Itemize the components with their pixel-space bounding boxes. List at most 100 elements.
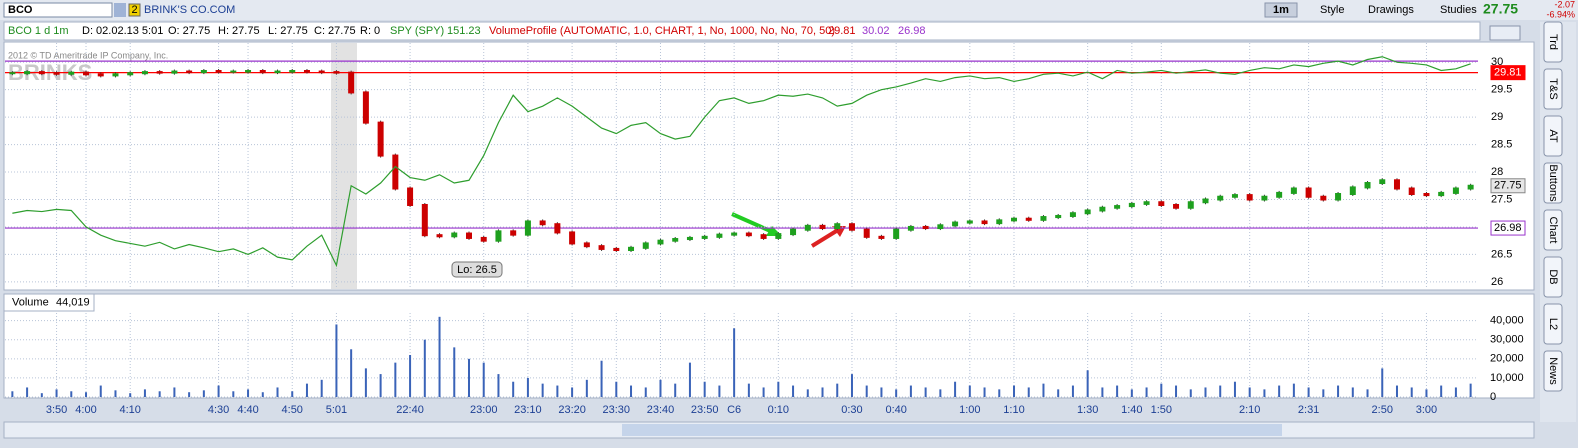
volume-bar [703, 381, 706, 397]
volume-bar [526, 377, 529, 397]
candle [1040, 216, 1047, 221]
y-tick-label: 27.5 [1491, 193, 1512, 205]
studies-btn[interactable]: Studies [1440, 4, 1477, 16]
volume-bar [158, 391, 161, 397]
candle [804, 224, 811, 231]
candle [878, 235, 885, 239]
volume-bar [40, 393, 43, 397]
candle [1379, 179, 1386, 185]
side-tab[interactable] [1543, 303, 1563, 345]
volume-bar [1233, 381, 1236, 397]
company: BRINK'S CO.COM [144, 4, 235, 16]
candle [1467, 184, 1474, 190]
candle [421, 203, 428, 237]
candle [480, 236, 487, 242]
x-tick-label: 4:10 [119, 404, 140, 416]
y-tick-label: 28.5 [1491, 138, 1512, 150]
dropdown[interactable] [114, 3, 126, 17]
candle [775, 233, 782, 239]
volume-bar [1013, 385, 1016, 397]
candle [1305, 187, 1312, 198]
candle [760, 234, 767, 239]
volume-bar [865, 385, 868, 397]
volume-bar [806, 389, 809, 397]
drawings-btn[interactable]: Drawings [1368, 4, 1414, 16]
volume-bar [1160, 383, 1163, 397]
candle [97, 73, 104, 77]
x-tick-label: 3:00 [1416, 404, 1437, 416]
chart-icon[interactable] [1489, 25, 1521, 41]
volume-bar [320, 379, 323, 397]
y-tick-label: 29 [1491, 111, 1503, 123]
symbol-box[interactable] [3, 2, 113, 18]
candle [362, 91, 369, 124]
volume-bar [1071, 385, 1074, 397]
candle [1114, 205, 1121, 209]
volume-bar [777, 381, 780, 397]
x-tick-label: 3:50 [46, 404, 67, 416]
side-tab[interactable] [1543, 68, 1563, 110]
side-tab[interactable] [1543, 256, 1563, 298]
side-tab-label[interactable]: L2 [1547, 318, 1559, 330]
x-tick-label: 1:00 [959, 404, 980, 416]
candle [981, 220, 988, 225]
x-tick-label: 23:30 [603, 404, 631, 416]
side-tab-label[interactable]: Buttons [1547, 164, 1559, 202]
candle [834, 223, 841, 230]
side-tab-label[interactable]: News [1547, 357, 1559, 385]
candle [1335, 193, 1342, 201]
price-tag-label: 27.75 [1494, 180, 1522, 192]
candle [230, 70, 237, 73]
volume-bar [202, 390, 205, 397]
scroll-thumb[interactable] [622, 424, 1282, 436]
side-tab[interactable] [1543, 162, 1563, 204]
candle [274, 70, 281, 74]
candle [245, 70, 252, 73]
candle [9, 72, 16, 75]
interval-btn[interactable] [1264, 2, 1298, 18]
volume-bar [1263, 389, 1266, 397]
volume-bar [998, 389, 1001, 397]
candle [1099, 206, 1106, 212]
high: H: 27.75 [218, 25, 260, 37]
candle [1290, 187, 1297, 194]
volume-bar [954, 381, 957, 397]
volume-bar [718, 385, 721, 397]
candle [1393, 179, 1400, 190]
volume-bar [541, 383, 544, 397]
candle [686, 236, 693, 241]
volume-bar [850, 374, 853, 397]
side-tab-label[interactable]: AT [1547, 129, 1559, 143]
candle [1069, 212, 1076, 217]
candle [701, 235, 708, 239]
side-tab-label[interactable]: T&S [1547, 78, 1559, 99]
volume-bar [1219, 385, 1222, 397]
side-tab-label[interactable]: Chart [1547, 217, 1559, 244]
x-tick-label: 4:00 [75, 404, 96, 416]
side-tab[interactable] [1543, 115, 1563, 157]
volume-bar [895, 389, 898, 397]
volume-header [3, 293, 95, 312]
volume-bar [792, 385, 795, 397]
style-btn[interactable]: Style [1320, 4, 1344, 16]
volume-bar [747, 383, 750, 397]
side-tab[interactable] [1543, 209, 1563, 251]
side-tab-label[interactable]: Trd [1547, 34, 1559, 50]
y-tick-label: 30 [1491, 56, 1503, 68]
volume-bar [1351, 387, 1354, 397]
candle [716, 233, 723, 238]
volume-bar [630, 385, 633, 397]
side-tab[interactable] [1543, 21, 1563, 63]
candle [657, 239, 664, 245]
volume-bar [143, 389, 146, 397]
candle [1173, 203, 1180, 209]
volume-bar [983, 387, 986, 397]
volume-value: 44,019 [56, 296, 90, 308]
volume-bar [11, 391, 14, 397]
side-tab-label[interactable]: DB [1547, 269, 1559, 284]
y-tick-label: 28 [1491, 166, 1503, 178]
side-tab[interactable] [1543, 350, 1563, 392]
volume-bar [379, 374, 382, 397]
copyright: 2012 © TD Ameritrade IP Company, Inc. [8, 50, 168, 60]
candle [790, 228, 797, 236]
